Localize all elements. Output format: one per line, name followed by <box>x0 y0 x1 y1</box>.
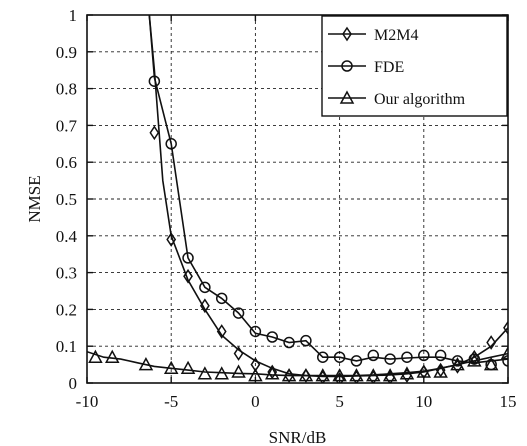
diamond-marker <box>183 268 193 284</box>
triangle-marker <box>163 360 179 375</box>
circle-marker <box>249 325 262 338</box>
triangle-marker <box>399 366 415 380</box>
triangle-marker <box>416 364 432 378</box>
circle-marker <box>384 353 396 365</box>
y-tick-label: 0.7 <box>56 116 78 135</box>
diamond-marker <box>199 298 210 314</box>
triangle-marker <box>298 368 314 382</box>
triangle-marker <box>88 349 103 363</box>
diamond-marker <box>216 324 227 339</box>
circle-marker <box>148 75 161 87</box>
triangle-marker <box>231 364 246 378</box>
series-circle <box>148 15 508 371</box>
x-tick-label: -10 <box>76 392 99 411</box>
legend-label: M2M4 <box>374 27 418 44</box>
circle-marker <box>165 138 177 150</box>
x-axis-title: SNR/dB <box>269 428 327 446</box>
diamond-marker <box>233 346 244 361</box>
x-tick-label: 5 <box>335 392 344 411</box>
y-tick-label: 0.8 <box>56 80 77 99</box>
y-tick-label: 0 <box>69 374 78 393</box>
triangle-marker <box>483 357 499 371</box>
series-layer <box>87 15 508 383</box>
diamond-marker <box>267 364 278 380</box>
triangle-marker <box>433 364 448 378</box>
diamond-marker <box>149 125 160 141</box>
triangle-marker <box>467 353 482 367</box>
triangle-marker <box>450 357 465 371</box>
circle-marker <box>317 351 329 363</box>
x-tick-label: 0 <box>251 392 260 411</box>
x-tick-label: -5 <box>164 392 178 411</box>
triangle-marker <box>500 345 508 360</box>
circle-marker <box>401 351 413 363</box>
circle-marker <box>232 307 245 319</box>
circle-marker <box>215 292 228 305</box>
legend-label: Our algorithm <box>374 91 466 108</box>
ticks: -10 -5 0 5 10 15 0 0.1 0.2 0.3 0.4 0.5 0.6 0.7 0.8 0.9 1 <box>56 6 517 411</box>
diamond-marker <box>486 335 497 350</box>
diamond-marker <box>342 26 352 42</box>
y-axis-title: NMSE <box>25 175 44 222</box>
circle-marker <box>266 331 278 343</box>
circle-marker <box>434 349 447 362</box>
y-tick-label: 0.4 <box>56 227 78 246</box>
triangle-marker <box>214 366 229 380</box>
series-line <box>87 350 508 377</box>
circle-marker <box>418 349 430 362</box>
triangle-marker <box>382 368 398 382</box>
series-line <box>148 15 508 364</box>
circle-marker <box>341 60 353 72</box>
triangle-marker <box>349 368 364 382</box>
circle-marker <box>300 334 312 347</box>
circle-marker <box>333 351 346 363</box>
triangle-marker <box>138 357 154 371</box>
x-tick-label: 15 <box>500 392 517 411</box>
triangle-marker <box>180 360 196 375</box>
y-tick-label: 1 <box>69 6 78 25</box>
circle-marker <box>283 336 295 349</box>
triangle-marker <box>339 90 355 104</box>
triangle-marker <box>264 366 280 380</box>
y-tick-label: 0.2 <box>56 300 77 319</box>
circle-marker <box>350 355 363 367</box>
y-tick-label: 0.6 <box>56 153 77 172</box>
y-tick-label: 0.9 <box>56 43 77 62</box>
triangle-marker <box>281 368 297 382</box>
diamond-marker <box>166 232 177 247</box>
triangle-marker <box>366 368 381 382</box>
circle-marker <box>451 355 464 367</box>
circle-marker <box>367 349 380 362</box>
legend-label: FDE <box>374 59 404 76</box>
circle-marker <box>502 355 508 367</box>
circle-marker <box>199 281 211 294</box>
x-tick-label: 10 <box>415 392 432 411</box>
triangle-marker <box>104 349 120 363</box>
y-tick-label: 0.5 <box>56 190 77 209</box>
circle-marker <box>182 252 194 264</box>
y-tick-label: 0.3 <box>56 264 77 283</box>
diamond-marker <box>334 371 345 383</box>
legend: M2M4 FDE Our algorithm <box>321 15 508 117</box>
triangle-marker <box>315 368 331 382</box>
y-tick-label: 0.1 <box>56 337 77 356</box>
diamond-marker <box>503 320 508 336</box>
triangle-marker <box>197 366 213 380</box>
series-triangle <box>87 345 508 382</box>
